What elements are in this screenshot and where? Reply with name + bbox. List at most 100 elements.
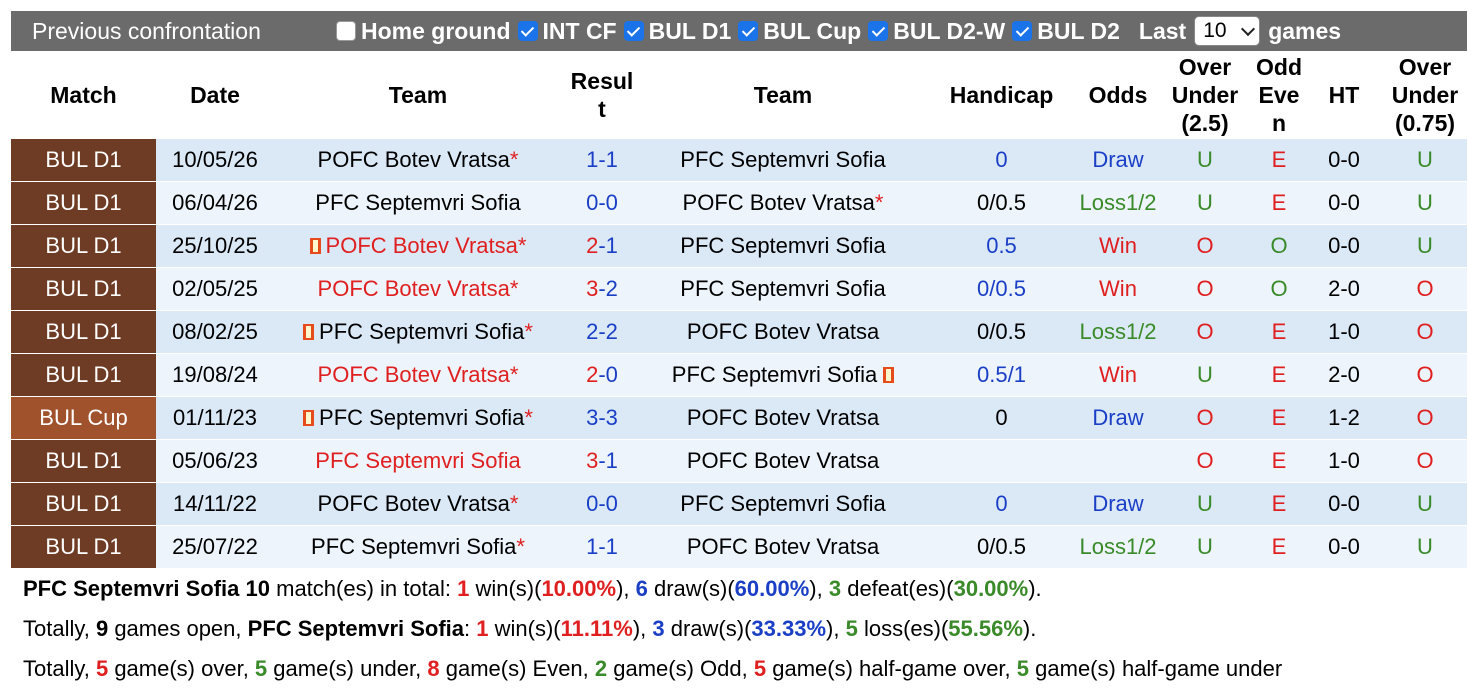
confrontation-panel: Previous confrontation Home ground INT CF…: [11, 11, 1467, 689]
filter-checkbox[interactable]: [738, 21, 759, 41]
filter-home-ground[interactable]: Home ground: [336, 18, 511, 45]
away-team-name[interactable]: POFC Botev Vratsa: [682, 190, 875, 215]
home-team-cell[interactable]: PFC Septemvri Sofia*: [274, 396, 562, 440]
filter-checkbox[interactable]: [1012, 21, 1033, 41]
filter-bul-d2-w[interactable]: BUL D2-W: [868, 18, 1005, 45]
filter-checkbox[interactable]: [868, 21, 889, 41]
away-team-cell[interactable]: PFC Septemvri Sofia: [642, 353, 924, 397]
home-team-name[interactable]: POFC Botev Vratsa: [317, 491, 510, 516]
result-cell[interactable]: 3-2: [562, 267, 642, 311]
neutral-star-icon: *: [524, 319, 533, 344]
league-cell[interactable]: BUL Cup: [11, 396, 156, 440]
away-team-cell[interactable]: POFC Botev Vratsa*: [642, 181, 924, 225]
away-team-cell[interactable]: PFC Septemvri Sofia: [642, 139, 924, 182]
home-team-name[interactable]: PFC Septemvri Sofia: [319, 405, 525, 430]
filter-bul-d2[interactable]: BUL D2: [1012, 18, 1120, 45]
over-under-half-cell: O: [1383, 310, 1467, 354]
filter-checkbox[interactable]: [336, 21, 356, 41]
league-cell[interactable]: BUL D1: [11, 310, 156, 354]
away-team-name[interactable]: PFC Septemvri Sofia: [680, 276, 886, 301]
league-cell[interactable]: BUL D1: [11, 353, 156, 397]
games-count-select[interactable]: 10: [1194, 16, 1261, 46]
home-team-cell[interactable]: POFC Botev Vratsa*: [274, 224, 562, 268]
score-away: 2: [605, 276, 618, 301]
away-team-name[interactable]: POFC Botev Vratsa: [686, 405, 880, 430]
home-team-cell[interactable]: POFC Botev Vratsa*: [274, 482, 562, 526]
summary-matches: 10: [245, 576, 270, 601]
away-team-name[interactable]: POFC Botev Vratsa: [686, 319, 880, 344]
league-cell[interactable]: BUL D1: [11, 139, 156, 182]
home-team-cell[interactable]: PFC Septemvri Sofia*: [274, 310, 562, 354]
away-team-cell[interactable]: PFC Septemvri Sofia: [642, 267, 924, 311]
home-team-name[interactable]: POFC Botev Vratsa: [317, 276, 510, 301]
summary-win-pct: 11.11%: [560, 616, 633, 641]
date-cell: 08/02/25: [156, 310, 274, 354]
halftime-cell: 0-0: [1305, 224, 1383, 268]
date-cell: 05/06/23: [156, 439, 274, 483]
result-cell[interactable]: 1-1: [562, 139, 642, 182]
away-team-cell[interactable]: POFC Botev Vratsa: [642, 525, 924, 569]
league-cell[interactable]: BUL D1: [11, 525, 156, 569]
home-team-name[interactable]: POFC Botev Vratsa: [325, 233, 518, 258]
away-team-name[interactable]: POFC Botev Vratsa: [686, 448, 880, 473]
result-cell[interactable]: 0-0: [562, 482, 642, 526]
filter-checkbox[interactable]: [517, 21, 538, 41]
odd-even-cell: E: [1253, 310, 1305, 354]
away-team-name[interactable]: PFC Septemvri Sofia: [680, 233, 886, 258]
filter-bul-d1[interactable]: BUL D1: [623, 18, 731, 45]
result-cell[interactable]: 2-0: [562, 353, 642, 397]
handicap-cell: 0/0.5: [924, 310, 1079, 354]
result-cell[interactable]: 3-3: [562, 396, 642, 440]
home-team-name[interactable]: PFC Septemvri Sofia: [319, 319, 525, 344]
home-team-cell[interactable]: POFC Botev Vratsa*: [274, 267, 562, 311]
filter-int-cf[interactable]: INT CF: [517, 18, 617, 45]
result-cell[interactable]: 1-1: [562, 525, 642, 569]
home-team-name[interactable]: PFC Septemvri Sofia: [315, 448, 521, 473]
filter-bul-cup[interactable]: BUL Cup: [738, 18, 861, 45]
away-team-cell[interactable]: POFC Botev Vratsa: [642, 396, 924, 440]
league-cell[interactable]: BUL D1: [11, 267, 156, 311]
home-team-name[interactable]: PFC Septemvri Sofia: [315, 190, 521, 215]
league-cell[interactable]: BUL D1: [11, 181, 156, 225]
chevron-down-icon: [1241, 21, 1256, 36]
home-team-cell[interactable]: PFC Septemvri Sofia*: [274, 525, 562, 569]
filter-checkbox[interactable]: [623, 21, 644, 41]
summary-text: game(s) Odd,: [607, 656, 754, 681]
table-row: BUL D1 25/10/25 POFC Botev Vratsa* 2-1 PFC S…: [11, 224, 1467, 268]
score-separator: -: [598, 448, 606, 473]
league-cell[interactable]: BUL D1: [11, 439, 156, 483]
result-cell[interactable]: 2-2: [562, 310, 642, 354]
home-team-name[interactable]: PFC Septemvri Sofia: [311, 534, 517, 559]
away-team-name[interactable]: POFC Botev Vratsa: [686, 534, 880, 559]
home-team-cell[interactable]: PFC Septemvri Sofia: [274, 439, 562, 483]
table-row: BUL D1 05/06/23 PFC Septemvri Sofia 3-1 POFC…: [11, 439, 1467, 483]
away-team-cell[interactable]: POFC Botev Vratsa: [642, 310, 924, 354]
away-team-name[interactable]: PFC Septemvri Sofia: [680, 491, 886, 516]
away-team-cell[interactable]: POFC Botev Vratsa: [642, 439, 924, 483]
handicap-cell: 0/0.5: [924, 525, 1079, 569]
away-team-cell[interactable]: PFC Septemvri Sofia: [642, 224, 924, 268]
home-team-name[interactable]: POFC Botev Vratsa: [317, 147, 510, 172]
over-under-half-cell: U: [1383, 181, 1467, 225]
league-cell[interactable]: BUL D1: [11, 482, 156, 526]
home-team-cell[interactable]: POFC Botev Vratsa*: [274, 139, 562, 182]
away-team-cell[interactable]: PFC Septemvri Sofia: [642, 482, 924, 526]
odds-cell: Loss1/2: [1079, 310, 1157, 354]
halftime-cell: 1-2: [1305, 396, 1383, 440]
home-team-name[interactable]: POFC Botev Vratsa: [317, 362, 510, 387]
result-cell[interactable]: 2-1: [562, 224, 642, 268]
over-under-half-cell: U: [1383, 482, 1467, 526]
away-team-name[interactable]: PFC Septemvri Sofia: [671, 362, 878, 387]
neutral-star-icon: *: [509, 276, 519, 301]
score-away: 1: [605, 233, 618, 258]
league-cell[interactable]: BUL D1: [11, 224, 156, 268]
home-team-cell[interactable]: POFC Botev Vratsa*: [274, 353, 562, 397]
result-cell[interactable]: 0-0: [562, 181, 642, 225]
table-row: BUL D1 06/04/26 PFC Septemvri Sofia 0-0 POFC…: [11, 181, 1467, 225]
date-cell: 02/05/25: [156, 267, 274, 311]
column-header: Handicap: [924, 51, 1079, 139]
score-home: 3: [586, 448, 599, 473]
home-team-cell[interactable]: PFC Septemvri Sofia: [274, 181, 562, 225]
away-team-name[interactable]: PFC Septemvri Sofia: [680, 147, 886, 172]
result-cell[interactable]: 3-1: [562, 439, 642, 483]
